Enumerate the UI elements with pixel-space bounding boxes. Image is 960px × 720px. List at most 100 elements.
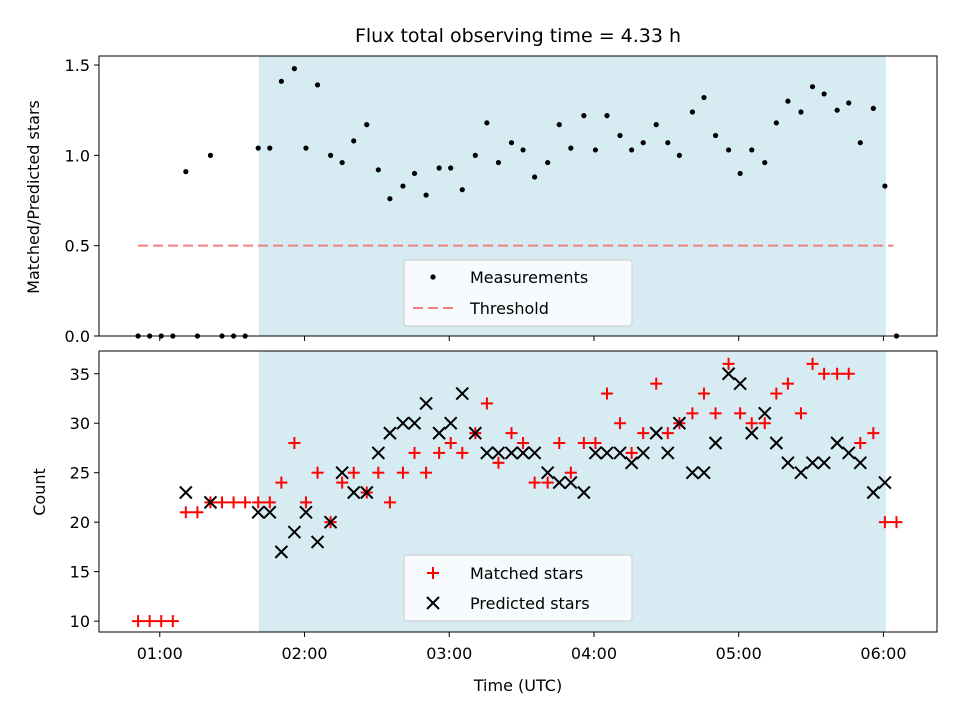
- measurement-point: [545, 159, 551, 166]
- matched-star-point: [372, 466, 385, 479]
- matched-star-point: [347, 466, 360, 479]
- measurement-point: [314, 82, 321, 88]
- matched-star-point: [890, 516, 903, 529]
- predicted-star-point: [310, 535, 325, 549]
- legend-predicted-marker: [426, 596, 440, 610]
- predicted-star-point: [396, 416, 410, 430]
- predicted-star-point: [649, 426, 663, 440]
- matched-star-point: [770, 387, 783, 400]
- legend-matched-label: Matched stars: [470, 564, 583, 583]
- predicted-star-point: [878, 475, 892, 490]
- legend-threshold-label: Threshold: [469, 299, 549, 318]
- measurement-point: [484, 120, 490, 126]
- measurement-point: [267, 145, 273, 151]
- legend-predicted-label: Predicted stars: [470, 594, 590, 613]
- bottom-legend-box: [403, 554, 633, 622]
- matched-star-point: [722, 357, 735, 370]
- matched-star-point: [517, 437, 530, 450]
- matched-star-point: [794, 407, 807, 420]
- matched-star-point: [867, 427, 880, 440]
- matched-star-point: [216, 496, 229, 509]
- predicted-star-point: [516, 446, 530, 460]
- measurement-point: [400, 183, 406, 189]
- measurement-point: [556, 122, 562, 128]
- predicted-star-point: [697, 465, 711, 480]
- matched-star-point: [456, 446, 469, 459]
- x-axis-label: Time (UTC): [473, 676, 562, 695]
- x-tick-label: 06:00: [860, 644, 906, 663]
- predicted-star-point: [600, 446, 614, 460]
- matched-star-point: [614, 417, 627, 430]
- predicted-star-point: [419, 396, 433, 411]
- matched-star-point: [697, 387, 710, 400]
- top-legend-box: [403, 259, 633, 327]
- predicted-star-point: [468, 426, 483, 440]
- legend-measurements-marker: [430, 274, 436, 280]
- measurement-point: [809, 84, 816, 90]
- measurement-point: [255, 145, 261, 151]
- measurement-point: [183, 169, 189, 175]
- top-legend: Measurements Threshold: [403, 259, 633, 327]
- matched-star-point: [842, 367, 855, 380]
- measurement-point: [568, 145, 574, 151]
- top-y-tick-label: 0.0: [65, 327, 90, 346]
- predicted-star-point: [636, 446, 650, 460]
- predicted-star-point: [432, 426, 446, 440]
- predicted-star-point: [335, 465, 349, 480]
- predicted-star-point: [842, 446, 856, 460]
- measurement-point: [798, 109, 804, 115]
- predicted-star-point: [552, 475, 566, 490]
- bottom-y-tick-label: 15: [70, 563, 90, 582]
- matched-star-point: [601, 387, 614, 400]
- measurement-point: [581, 113, 587, 119]
- x-tick-label: 03:00: [426, 644, 472, 663]
- matched-star-point: [444, 437, 457, 450]
- matched-star-point: [336, 476, 349, 489]
- predicted-star-point: [491, 446, 506, 460]
- x-tick-label: 01:00: [137, 644, 183, 663]
- matched-star-point: [878, 516, 891, 529]
- measurement-points: [135, 66, 900, 339]
- predicted-star-point: [781, 456, 795, 470]
- predicted-star-point: [769, 436, 784, 450]
- matched-star-point: [709, 407, 722, 420]
- matched-star-point: [745, 417, 758, 430]
- predicted-star-point: [480, 446, 494, 460]
- bottom-axes-frame: [98, 350, 938, 633]
- measurement-point: [448, 165, 454, 171]
- matched-star-point: [143, 615, 156, 628]
- matched-star-point: [480, 397, 493, 410]
- matched-star-point: [806, 357, 819, 370]
- matched-star-point: [553, 437, 566, 450]
- predicted-star-point: [504, 446, 519, 460]
- measurement-point: [375, 167, 381, 173]
- measurement-point: [520, 147, 526, 153]
- measurement-point: [592, 147, 599, 153]
- measurement-point: [737, 170, 743, 177]
- measurement-point: [411, 170, 418, 177]
- predicted-star-point: [577, 485, 591, 500]
- matched-star-point: [396, 466, 409, 479]
- matched-star-point: [564, 466, 577, 479]
- measurement-point: [773, 120, 779, 126]
- measurement-point: [629, 147, 635, 153]
- predicted-star-point: [624, 456, 639, 470]
- measurement-point: [364, 122, 370, 128]
- measurement-point: [495, 159, 502, 166]
- predicted-star-point: [866, 485, 881, 500]
- matched-star-point: [661, 427, 674, 440]
- measurement-point: [472, 152, 478, 158]
- measurement-point: [303, 145, 309, 151]
- top-panel: 0.0 0.5 1.0 1.5 Matched/Predicted stars Mea…: [24, 55, 938, 346]
- predicted-star-point: [407, 416, 422, 430]
- measurement-point: [882, 183, 888, 189]
- matched-star-point: [299, 496, 312, 509]
- matched-star-points: [132, 357, 903, 628]
- measurement-point: [207, 152, 214, 158]
- predicted-star-point: [347, 485, 361, 500]
- matched-star-point: [541, 476, 554, 489]
- measurement-point: [278, 78, 284, 84]
- bottom-y-axis-label: Count: [30, 468, 49, 516]
- measurement-point: [387, 196, 393, 202]
- predicted-star-point: [455, 386, 469, 401]
